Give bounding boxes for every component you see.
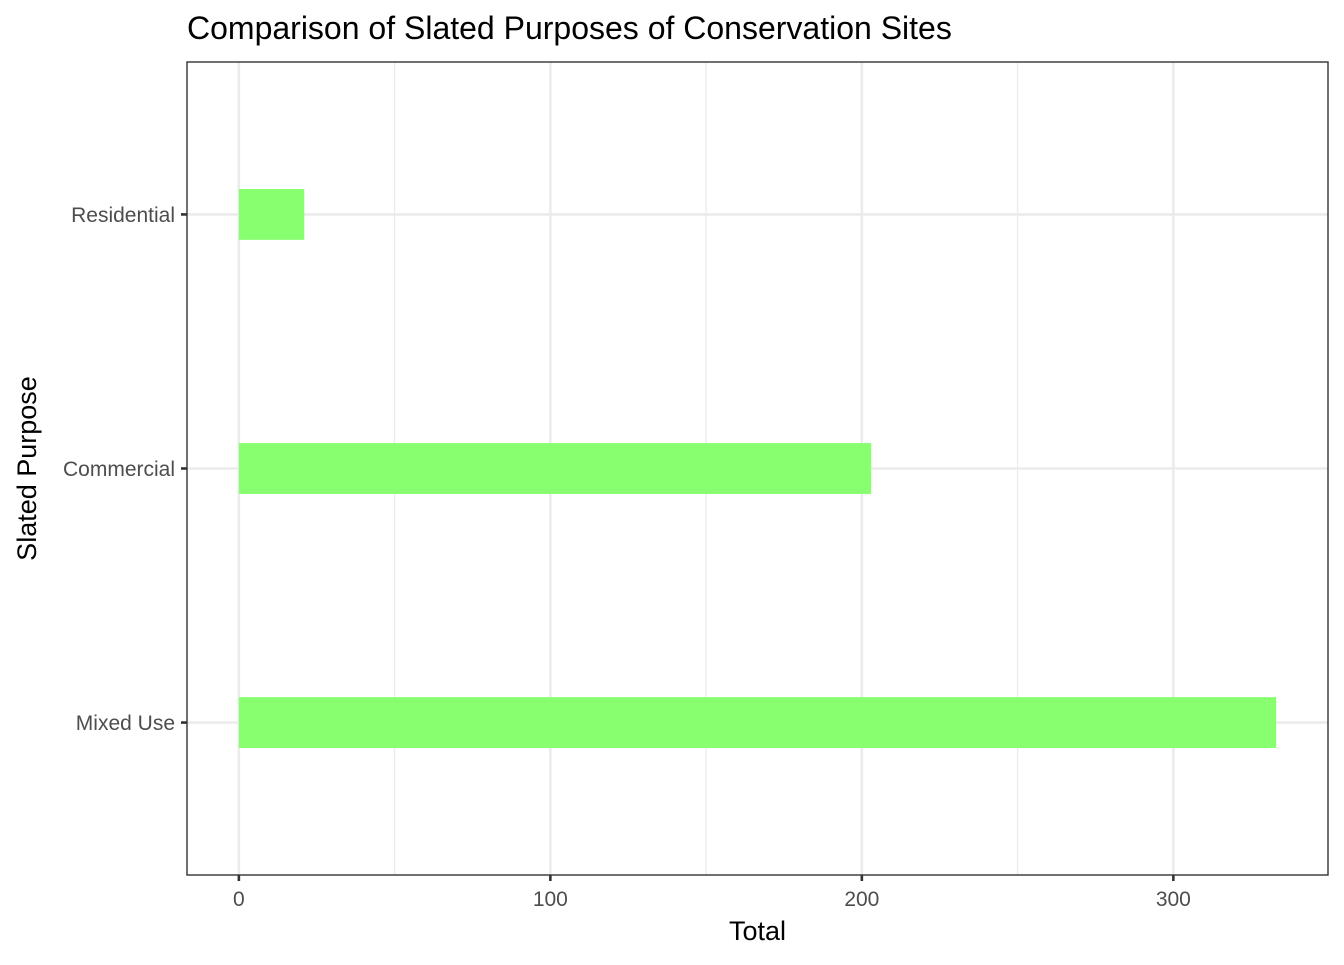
bar-mixed-use — [238, 697, 1277, 748]
y-axis: Mixed Use Commercial Residential — [63, 204, 187, 735]
x-tick-label: 300 — [1156, 888, 1191, 911]
bar-commercial — [238, 443, 872, 494]
chart-title: Comparison of Slated Purposes of Conserv… — [187, 10, 952, 46]
y-tick-label: Residential — [71, 204, 175, 227]
y-tick-label: Commercial — [63, 458, 175, 481]
bars — [238, 189, 1277, 748]
x-axis-title: Total — [729, 916, 786, 946]
y-tick-label: Mixed Use — [76, 712, 175, 735]
x-tick-label: 100 — [533, 888, 568, 911]
bar-residential — [238, 189, 305, 240]
plot-panel — [186, 61, 1329, 876]
x-tick-label: 0 — [233, 888, 245, 911]
y-axis-title: Slated Purpose — [12, 376, 42, 561]
x-tick-label: 200 — [844, 888, 879, 911]
x-axis: 0 100 200 300 — [233, 875, 1191, 911]
